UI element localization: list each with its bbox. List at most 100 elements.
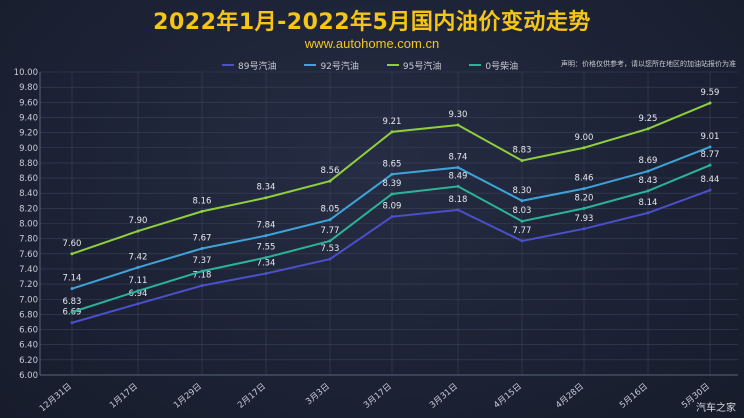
data-point — [520, 159, 524, 163]
data-label: 6.94 — [129, 289, 148, 299]
y-tick-label: 7.80 — [19, 235, 38, 245]
data-label: 7.84 — [257, 221, 276, 231]
data-label: 7.77 — [321, 226, 340, 236]
chart-subtitle: www.autohome.com.cn — [304, 36, 440, 51]
data-label: 7.18 — [193, 271, 212, 281]
data-label: 8.16 — [193, 196, 212, 206]
legend-item: 89号汽油 — [222, 58, 276, 72]
data-point — [390, 192, 394, 196]
y-tick-label: 8.80 — [19, 159, 38, 169]
data-point — [520, 239, 524, 243]
data-point — [328, 257, 332, 261]
data-label: 7.11 — [129, 276, 148, 286]
data-label: 7.34 — [257, 258, 276, 268]
data-point — [708, 163, 712, 167]
x-tick-label: 2月17日 — [236, 382, 268, 411]
data-label: 7.60 — [63, 239, 82, 249]
y-tick-label: 8.60 — [19, 174, 38, 184]
legend-item: 95号汽油 — [386, 58, 442, 72]
data-point — [264, 271, 268, 275]
legend-label: 95号汽油 — [402, 61, 442, 72]
legend-swatch — [386, 64, 399, 66]
x-tick-label: 3月17日 — [362, 382, 394, 411]
data-label: 8.56 — [321, 166, 340, 176]
legend-swatch — [469, 64, 482, 66]
data-point — [328, 179, 332, 183]
y-tick-label: 7.00 — [19, 295, 38, 305]
x-tick-label: 1月17日 — [108, 382, 140, 411]
data-label: 7.55 — [257, 243, 276, 253]
data-label: 8.69 — [639, 156, 658, 166]
data-point — [390, 172, 394, 176]
data-label: 6.83 — [63, 297, 82, 307]
chart-title: 2022年1月-2022年5月国内油价变动走势 — [153, 10, 591, 35]
y-tick-label: 9.60 — [19, 98, 38, 108]
data-point — [708, 145, 712, 149]
x-tick-label: 12月31日 — [38, 382, 74, 414]
data-label: 8.49 — [449, 171, 468, 181]
data-point — [264, 196, 268, 200]
data-label: 8.05 — [321, 205, 340, 215]
y-tick-label: 8.40 — [19, 189, 38, 199]
data-point — [646, 189, 650, 193]
data-label: 8.44 — [701, 175, 720, 185]
y-tick-label: 6.00 — [19, 371, 38, 381]
legend-item: 0号柴油 — [469, 58, 518, 72]
data-label: 8.20 — [575, 193, 594, 203]
y-tick-label: 10.00 — [14, 68, 38, 78]
data-label: 9.25 — [639, 114, 658, 124]
data-point — [328, 239, 332, 243]
data-point — [328, 218, 332, 222]
data-point — [200, 284, 204, 288]
data-point — [582, 146, 586, 150]
data-label: 8.65 — [383, 159, 402, 169]
data-point — [456, 165, 460, 169]
data-label: 8.74 — [449, 152, 468, 162]
data-label: 9.21 — [383, 117, 402, 127]
legend-swatch — [304, 64, 317, 66]
x-tick-label: 1月29日 — [172, 382, 204, 411]
data-label: 9.00 — [575, 133, 594, 143]
y-tick-label: 7.20 — [19, 280, 38, 290]
x-tick-label: 3月3日 — [304, 382, 332, 408]
data-label: 8.43 — [639, 176, 658, 186]
y-tick-label: 9.80 — [19, 83, 38, 93]
data-point — [200, 269, 204, 273]
data-label: 7.37 — [193, 256, 212, 266]
data-point — [390, 130, 394, 134]
y-tick-label: 8.20 — [19, 204, 38, 214]
y-tick-label: 9.40 — [19, 113, 38, 123]
data-point — [390, 215, 394, 219]
x-tick-label: 4月15日 — [492, 382, 524, 411]
data-point — [582, 206, 586, 210]
data-label: 8.18 — [449, 195, 468, 205]
data-label: 8.77 — [701, 150, 720, 160]
data-label: 8.14 — [639, 198, 658, 208]
legend-swatch — [222, 64, 234, 66]
data-label: 7.93 — [575, 214, 594, 224]
data-point — [646, 127, 650, 131]
legend-label: 0号柴油 — [485, 61, 519, 72]
y-tick-label: 6.20 — [19, 356, 38, 366]
data-label: 8.03 — [513, 206, 532, 216]
legend-label: 89号汽油 — [238, 61, 277, 72]
data-point — [70, 321, 74, 325]
data-point — [520, 199, 524, 203]
x-tick-label: 5月16日 — [618, 382, 650, 411]
data-point — [646, 211, 650, 215]
data-label: 8.34 — [257, 183, 276, 193]
data-point — [456, 184, 460, 188]
data-point — [264, 256, 268, 260]
data-label: 7.67 — [193, 233, 212, 243]
data-point — [200, 209, 204, 213]
chart-legend: 89号汽油 92号汽油 95号汽油 0号柴油 — [222, 58, 518, 72]
y-tick-label: 6.60 — [19, 326, 38, 336]
data-label: 9.59 — [701, 88, 720, 98]
data-label: 7.53 — [321, 244, 340, 254]
y-tick-label: 7.40 — [19, 265, 38, 275]
x-tick-label: 4月28日 — [554, 382, 586, 411]
data-point — [582, 187, 586, 191]
data-point — [136, 229, 140, 233]
